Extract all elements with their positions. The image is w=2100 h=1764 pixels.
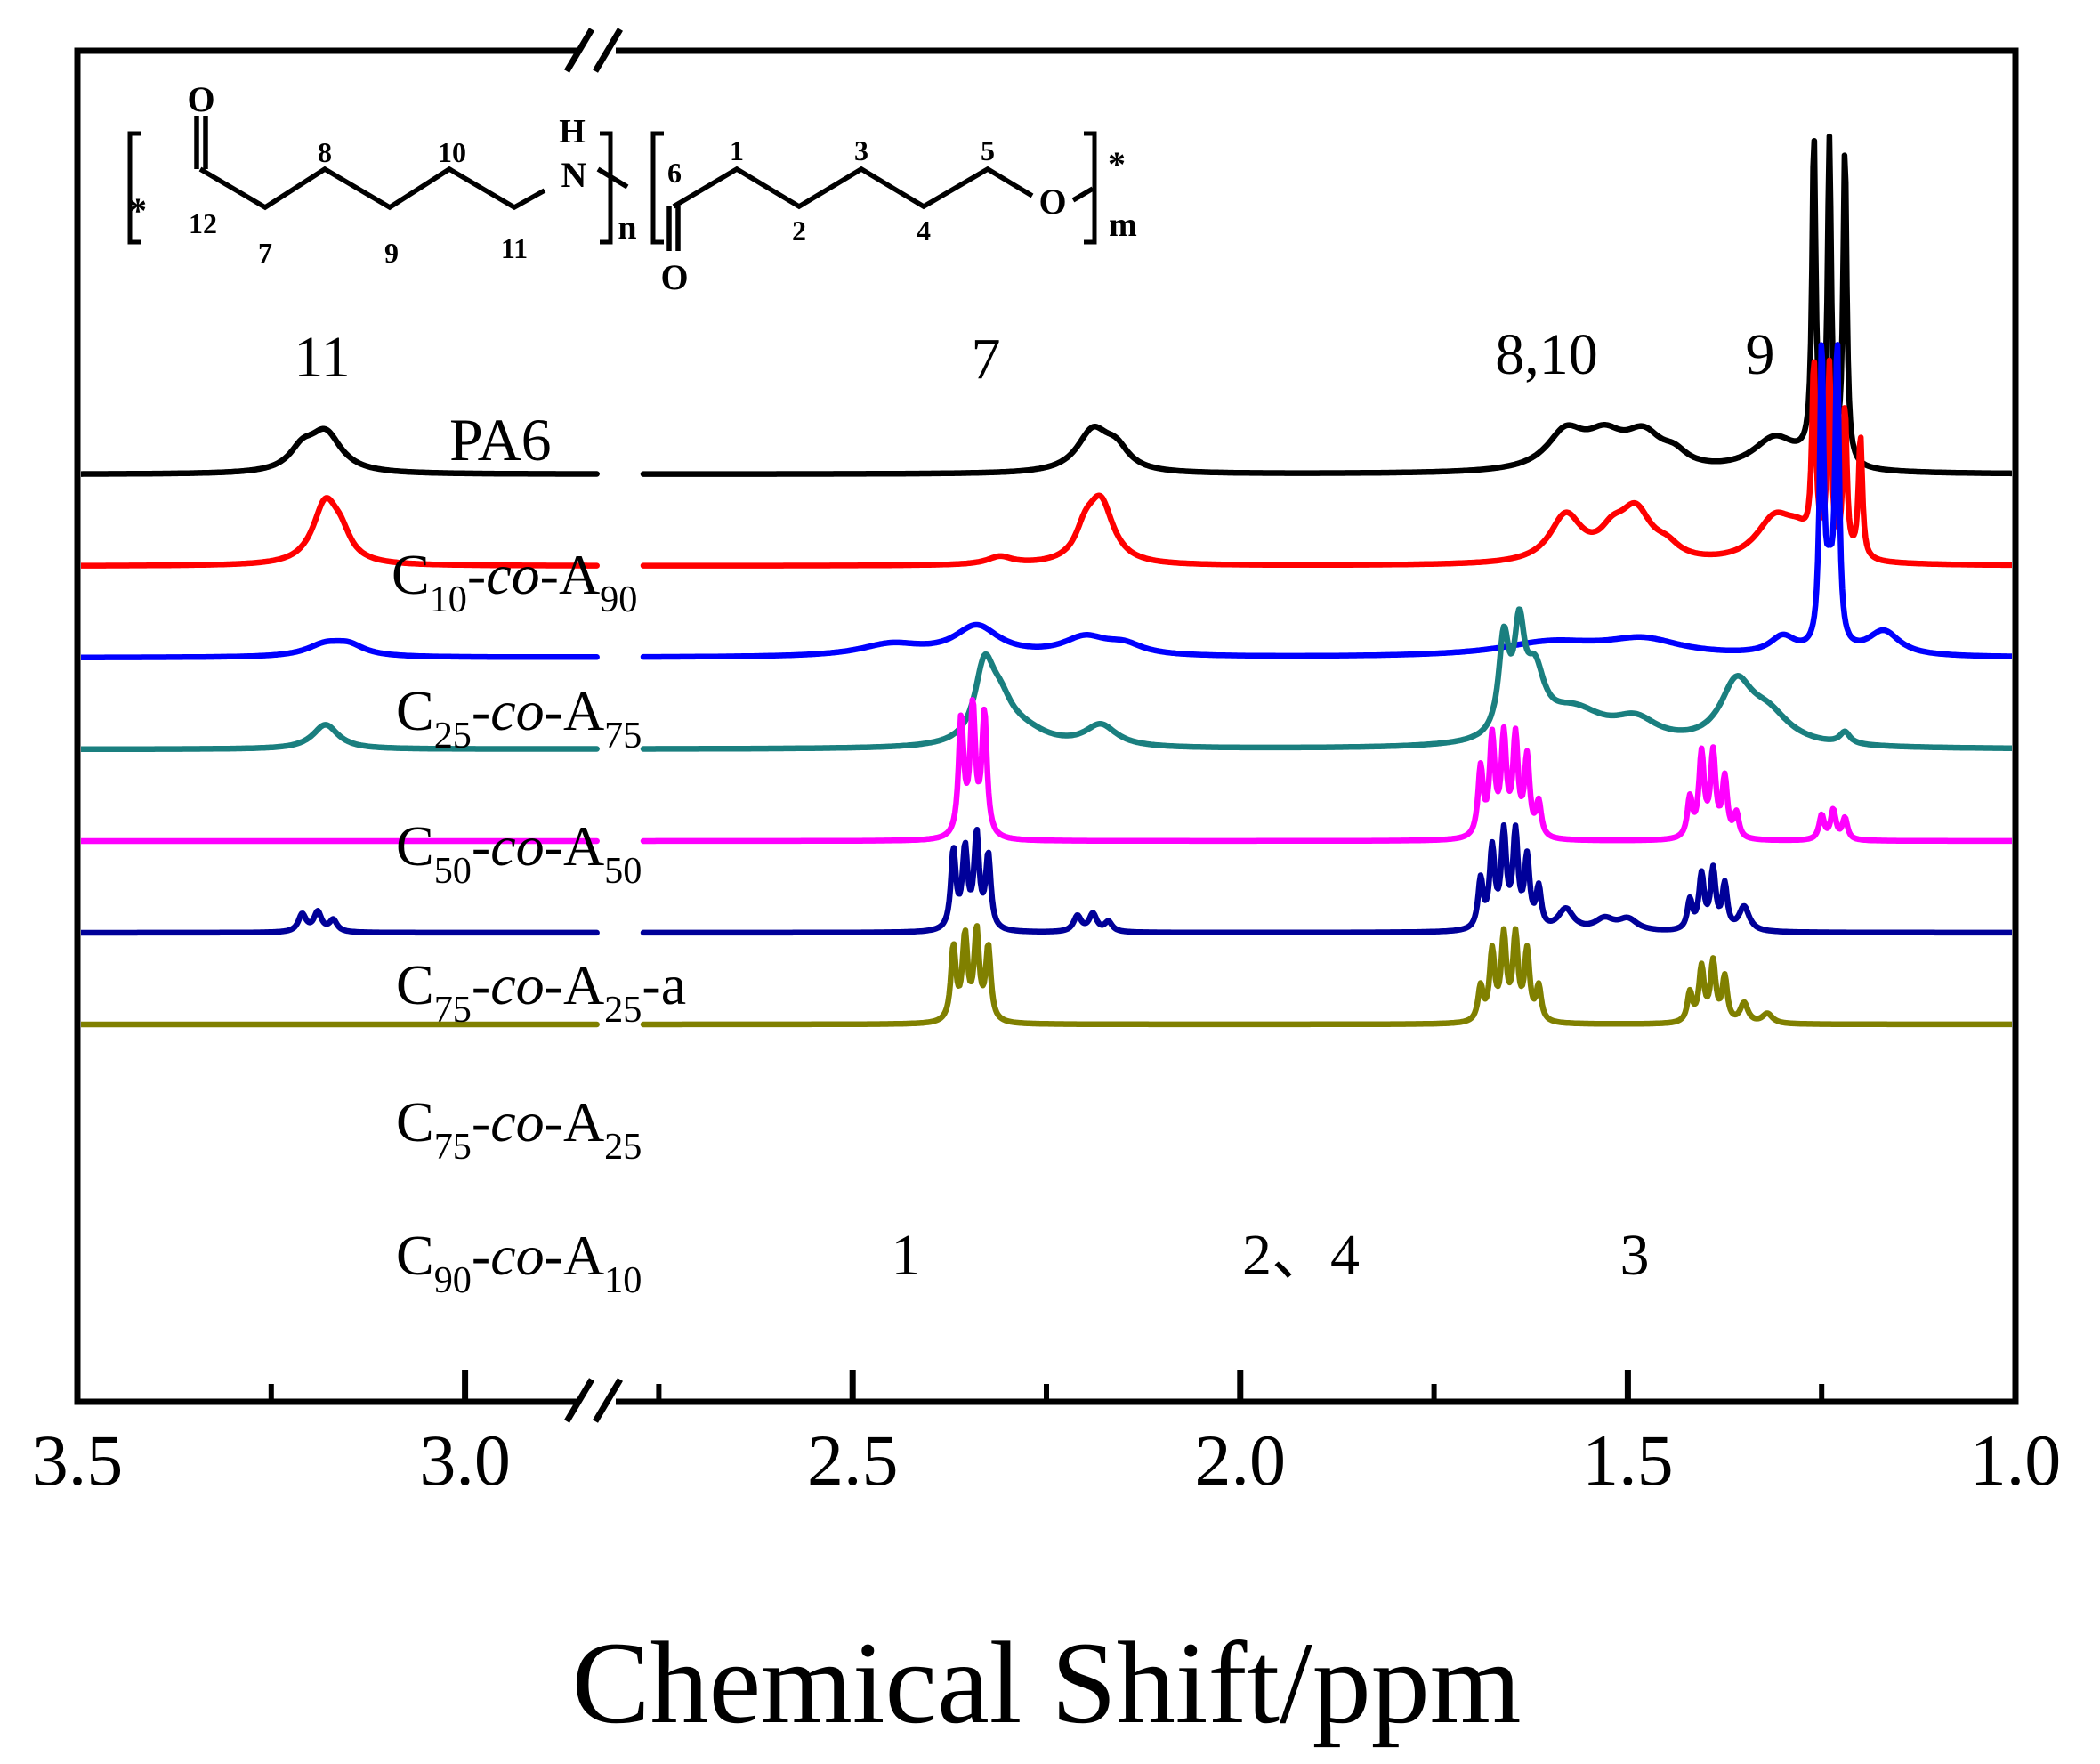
x-tick-label: 3.5 bbox=[32, 1420, 124, 1501]
structure-atom: O bbox=[1038, 182, 1066, 222]
structure-number: 6 bbox=[667, 157, 682, 189]
structure-atom: O bbox=[660, 257, 688, 297]
x-tick-label: 1.0 bbox=[1970, 1420, 2062, 1501]
axis-break-marker-top bbox=[563, 28, 624, 73]
series-layer bbox=[81, 133, 2012, 1028]
x-tick-label: 1.5 bbox=[1582, 1420, 1674, 1501]
peak-label: 2、4 bbox=[1242, 1223, 1360, 1288]
series-line-C75-co-A25-left bbox=[81, 908, 600, 936]
series-label-layer: PA6 C10-co-A90 C25-co-A75 C50-co-A50 C75-co-… bbox=[392, 406, 686, 1301]
peak-label: 8,10 bbox=[1495, 322, 1598, 387]
series-label-C90-co-A10: C90-co-A10 bbox=[396, 1224, 642, 1301]
structure-number: 9 bbox=[384, 237, 399, 269]
structure-number: 7 bbox=[258, 237, 272, 269]
structure-number: 11 bbox=[501, 232, 528, 264]
peak-label: 3 bbox=[1620, 1223, 1650, 1288]
structure-chain-left bbox=[198, 166, 546, 211]
structure-atom: O bbox=[187, 79, 214, 119]
series-line-C10-co-A90-left bbox=[81, 495, 600, 569]
structure-atom: H bbox=[559, 113, 586, 150]
series-line-C25-co-A75-left bbox=[81, 637, 600, 660]
structure-number: 12 bbox=[189, 207, 217, 239]
peak-label-layer: 11 7 8,10 9 1 2、4 3 bbox=[294, 322, 1774, 1288]
structure-number: 4 bbox=[917, 214, 931, 247]
structure-number: 1 bbox=[730, 134, 744, 166]
structure-star: * bbox=[129, 190, 147, 231]
structure-number: 10 bbox=[438, 136, 466, 168]
series-C90-co-A10 bbox=[81, 923, 2012, 1028]
series-line-C10-co-A90-right bbox=[640, 357, 2012, 569]
series-line-C90-co-A10-right bbox=[640, 923, 2012, 1028]
structure-atom: N bbox=[561, 155, 587, 195]
structure-number: 8 bbox=[318, 136, 332, 168]
tick-layer: 3.5 3.0 2.5 2.0 1.5 1.0 bbox=[32, 1370, 2062, 1501]
series-line-C75-co-A25-right bbox=[640, 821, 2012, 936]
structure-subscript: n bbox=[618, 209, 636, 247]
peak-label: 9 bbox=[1746, 322, 1775, 387]
series-label-C50-co-A50: C50-co-A50 bbox=[396, 814, 642, 892]
bracket-right-close bbox=[1084, 131, 1097, 245]
structure-number: 2 bbox=[792, 214, 806, 247]
x-tick-label: 3.0 bbox=[419, 1420, 511, 1501]
series-PA6 bbox=[81, 133, 2012, 477]
bracket-left-close bbox=[600, 131, 613, 245]
axis-break-marker-bottom bbox=[563, 1378, 624, 1423]
series-label-C25-co-A75: C25-co-A75 bbox=[396, 679, 642, 757]
structure-number: 3 bbox=[854, 134, 868, 166]
series-label-C75-co-A25-a: C75-co-A25-a bbox=[396, 953, 686, 1031]
structure-number: 5 bbox=[981, 134, 995, 166]
plot-frame bbox=[74, 47, 2019, 1405]
series-C25-co-A75 bbox=[81, 342, 2012, 660]
series-line-C50-co-A50-left bbox=[81, 722, 600, 753]
series-line-C50-co-A50-right bbox=[640, 606, 2012, 752]
structure-star: * bbox=[1108, 144, 1126, 184]
series-line-C25-co-A75-right bbox=[640, 342, 2012, 660]
structure-bond-o-right bbox=[1071, 186, 1094, 203]
bracket-right-open bbox=[650, 131, 664, 245]
series-line-PA6-right bbox=[640, 133, 2012, 477]
x-axis-title: Chemical Shift/ppm bbox=[572, 1617, 1522, 1748]
series-line-C75-co-A25-a-right bbox=[640, 697, 2012, 845]
series-label-C10-co-A90: C10-co-A90 bbox=[392, 543, 637, 620]
structure-chain-right bbox=[672, 166, 1034, 210]
series-label-C75-co-A25: C75-co-A25 bbox=[396, 1090, 642, 1168]
series-line-PA6-left bbox=[81, 425, 600, 477]
series-C50-co-A50 bbox=[81, 606, 2012, 753]
x-tick-label: 2.0 bbox=[1195, 1420, 1287, 1501]
peak-label: 11 bbox=[294, 325, 351, 390]
peak-label: 1 bbox=[892, 1223, 921, 1288]
x-tick-label: 2.5 bbox=[807, 1420, 899, 1501]
structure-subscript: m bbox=[1109, 206, 1137, 244]
series-C75-co-A25 bbox=[81, 821, 2012, 936]
bracket-left-open bbox=[127, 131, 141, 245]
series-C10-co-A90 bbox=[81, 357, 2012, 569]
peak-label: 7 bbox=[972, 327, 1001, 392]
series-C75-co-A25-a bbox=[81, 697, 2012, 845]
series-label-PA6: PA6 bbox=[449, 406, 552, 473]
